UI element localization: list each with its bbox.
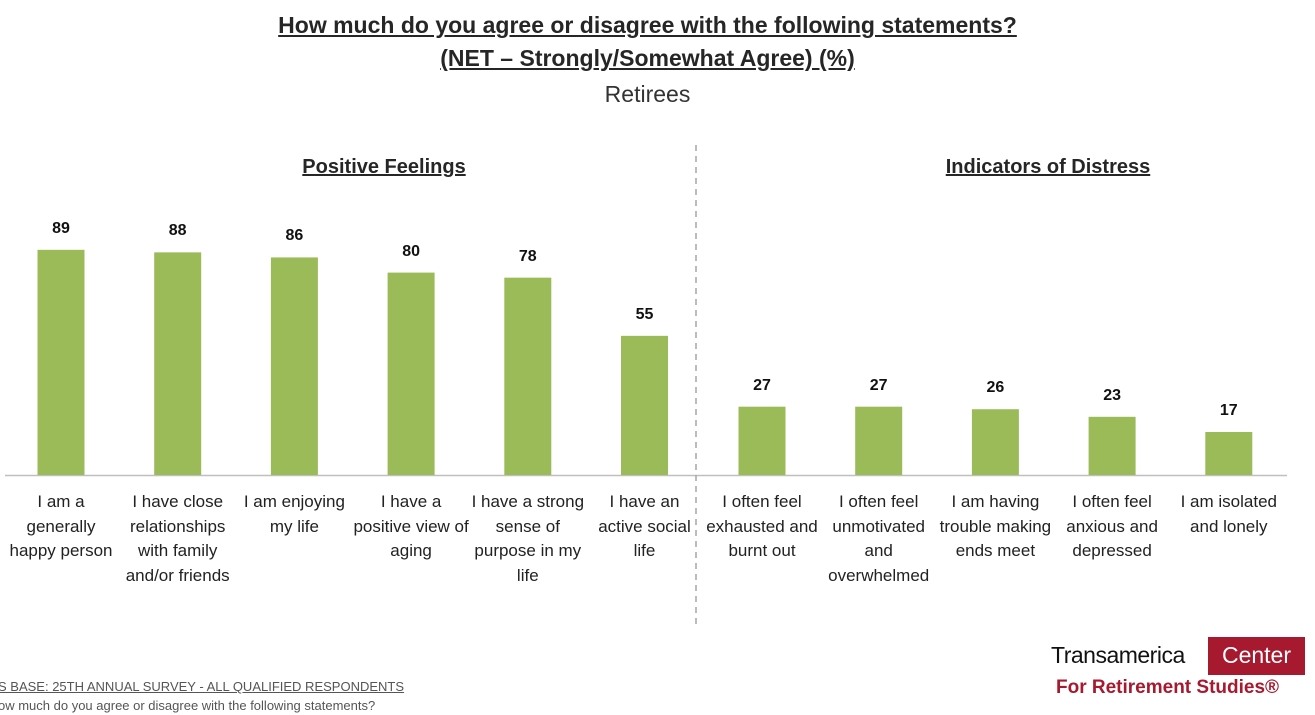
logo-badge-bg — [1208, 637, 1305, 675]
bar — [37, 249, 85, 475]
value-label: 78 — [518, 247, 537, 265]
category-label: I have a strong sense of purpose in my l… — [471, 492, 585, 585]
bar — [621, 335, 668, 475]
bar — [971, 409, 1019, 475]
category-label: I am having trouble making ends meet — [939, 492, 1052, 560]
category-label: I often feel exhausted and burnt out — [706, 492, 818, 560]
category-label: I am enjoying my life — [243, 492, 345, 536]
value-label: 17 — [1219, 401, 1238, 419]
group-title: Positive Feelings — [302, 156, 466, 178]
category-label: I have close relationships with family a… — [125, 492, 230, 585]
bar — [855, 406, 903, 475]
title: How much do you agree or disagree with t… — [278, 12, 1017, 38]
category-label: I am a generally happy person — [9, 492, 113, 560]
bar — [154, 252, 202, 475]
logo-tagline: For Retirement Studies® — [1056, 677, 1280, 698]
footer-base: S BASE: 25TH ANNUAL SURVEY - ALL QUALIFI… — [0, 679, 405, 694]
category-label: I have a positive view of aging — [353, 492, 469, 560]
subtitle: (NET – Strongly/Somewhat Agree) (%) — [440, 45, 855, 71]
value-label: 88 — [168, 222, 187, 240]
bar — [1205, 431, 1253, 475]
category-label: I have an active social life — [598, 492, 691, 560]
category-label: I often feel unmotivated and overwhelmed — [828, 492, 930, 585]
value-label: 55 — [635, 305, 654, 323]
value-label: 89 — [52, 219, 70, 237]
value-label: 27 — [753, 376, 771, 394]
bar — [504, 277, 552, 475]
group-title: Indicators of Distress — [945, 156, 1151, 178]
value-label: 80 — [402, 242, 420, 260]
bar — [270, 257, 318, 475]
bar — [1088, 416, 1136, 475]
footer-question: ow much do you agree or disagree with th… — [0, 698, 376, 713]
logo-brand: Transamerica — [1051, 642, 1185, 668]
bar — [387, 272, 435, 475]
category-label: I often feel anxious and depressed — [1066, 492, 1158, 560]
value-label: 23 — [1103, 386, 1121, 404]
caption: Retirees — [604, 81, 691, 107]
value-label: 27 — [869, 376, 888, 394]
category-label: I am isolated and lonely — [1180, 492, 1277, 536]
logo-badge: Center — [1221, 642, 1292, 668]
bar — [738, 406, 786, 475]
value-label: 26 — [986, 379, 1005, 397]
value-label: 86 — [285, 227, 304, 245]
